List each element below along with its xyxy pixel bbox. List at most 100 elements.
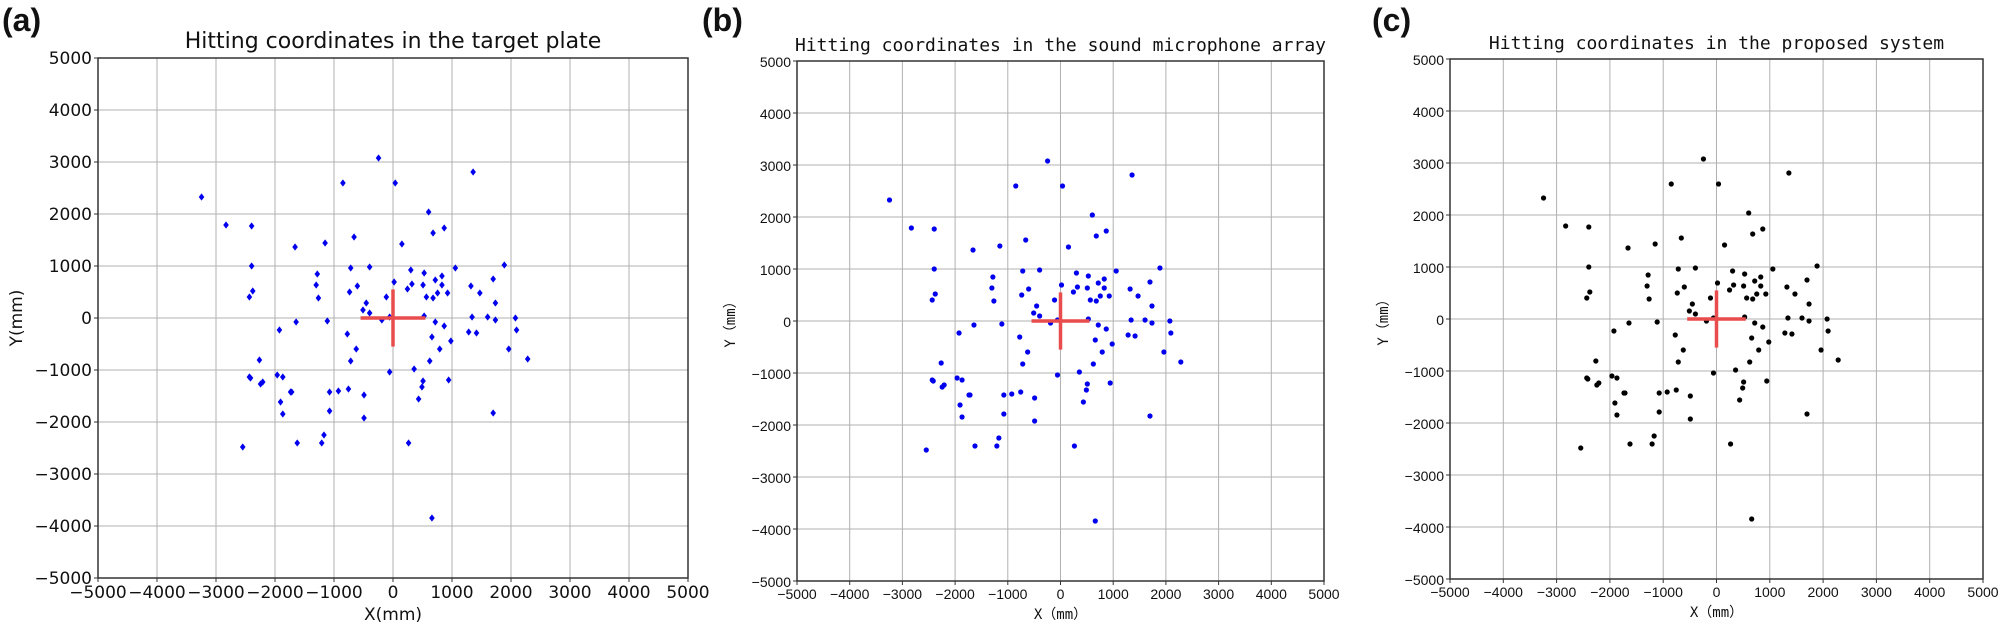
data-point: [468, 282, 474, 290]
y-tick-label: 2000: [49, 205, 92, 225]
y-tick-label: 1000: [760, 262, 791, 278]
data-point: [908, 225, 914, 231]
y-tick-label: −2000: [1405, 416, 1445, 432]
data-point: [257, 380, 264, 388]
data-point: [1746, 210, 1752, 216]
data-point: [1044, 158, 1051, 164]
data-point: [1125, 332, 1131, 338]
data-point: [1626, 320, 1632, 326]
data-point: [1578, 445, 1584, 451]
data-point: [930, 378, 936, 384]
data-point: [1729, 268, 1736, 274]
x-tick-label: −2000: [935, 586, 975, 602]
data-point: [1013, 183, 1019, 189]
data-point: [1675, 266, 1681, 272]
x-tick-label: 4000: [1256, 586, 1287, 602]
data-point: [1085, 273, 1091, 279]
data-point: [386, 368, 393, 376]
data-point: [294, 439, 301, 447]
data-point: [1025, 349, 1031, 355]
data-point: [513, 326, 520, 334]
data-point: [1740, 385, 1746, 391]
data-point: [379, 316, 385, 324]
data-point: [347, 264, 354, 272]
data-point: [1651, 433, 1657, 439]
data-point: [1609, 373, 1615, 379]
data-point: [1017, 334, 1023, 340]
data-point: [994, 443, 1000, 449]
data-point: [1727, 441, 1734, 447]
data-point: [501, 261, 508, 269]
data-point: [1804, 277, 1810, 283]
data-point: [1071, 443, 1078, 449]
x-tick-label: 2000: [1150, 586, 1181, 602]
x-tick-label: −3000: [883, 586, 923, 602]
data-point: [1023, 237, 1029, 243]
x-tick-label: 5000: [666, 583, 709, 603]
data-point: [1756, 347, 1762, 353]
data-point: [1018, 389, 1024, 395]
data-point: [423, 293, 430, 301]
x-tick-label: −1000: [988, 586, 1028, 602]
data-point: [1080, 399, 1086, 405]
data-point: [1093, 298, 1099, 304]
data-point: [1092, 337, 1098, 343]
data-point: [1090, 361, 1096, 367]
data-point: [1715, 181, 1722, 187]
x-tick-label: 1000: [1098, 586, 1129, 602]
data-point: [351, 233, 357, 241]
data-point: [1750, 231, 1756, 237]
data-point: [322, 239, 328, 247]
y-tick-label: 0: [81, 309, 92, 329]
data-point: [1782, 330, 1788, 336]
data-point: [1065, 244, 1072, 250]
data-point: [361, 391, 367, 399]
x-axis-label: X（mm）: [1690, 605, 1743, 621]
data-point: [1149, 303, 1155, 309]
data-point: [441, 322, 448, 330]
data-point: [409, 280, 415, 288]
data-point: [1742, 271, 1748, 277]
data-point: [1178, 359, 1184, 365]
data-point: [326, 388, 333, 396]
data-point: [1149, 320, 1155, 326]
data-point: [1707, 295, 1714, 301]
y-tick-label: −3000: [34, 465, 92, 485]
data-point: [1621, 390, 1627, 396]
data-point: [971, 322, 977, 328]
data-point: [430, 294, 436, 302]
data-point: [439, 272, 445, 280]
data-point: [439, 281, 445, 289]
x-tick-label: 1000: [1754, 584, 1785, 600]
data-point: [470, 168, 476, 176]
data-point: [363, 299, 370, 307]
y-tick-label: 3000: [1413, 156, 1444, 172]
data-point: [1161, 349, 1167, 355]
data-point: [929, 297, 935, 303]
data-point: [1649, 441, 1655, 447]
data-point: [1019, 292, 1025, 298]
data-point: [335, 387, 342, 395]
data-point: [1668, 181, 1674, 187]
data-point: [1129, 172, 1135, 178]
data-point: [198, 193, 205, 201]
data-point: [1113, 268, 1119, 274]
data-point: [293, 318, 299, 326]
data-point: [345, 385, 352, 393]
data-point: [1652, 241, 1658, 247]
data-point: [314, 270, 321, 278]
data-point: [469, 313, 475, 321]
panel-label-a: (a): [2, 2, 42, 38]
x-tick-label: 0: [1713, 584, 1721, 600]
data-point: [1612, 400, 1618, 406]
data-point: [1750, 296, 1756, 302]
x-axis-label: X(mm): [364, 605, 422, 625]
data-point: [1656, 390, 1662, 396]
data-point: [1001, 411, 1007, 417]
data-point: [1825, 328, 1831, 334]
y-tick-label: 2000: [760, 210, 791, 226]
data-point: [1584, 295, 1590, 301]
data-point: [1103, 326, 1109, 332]
y-tick-label: 4000: [760, 106, 791, 122]
y-tick-label: 0: [783, 314, 791, 330]
